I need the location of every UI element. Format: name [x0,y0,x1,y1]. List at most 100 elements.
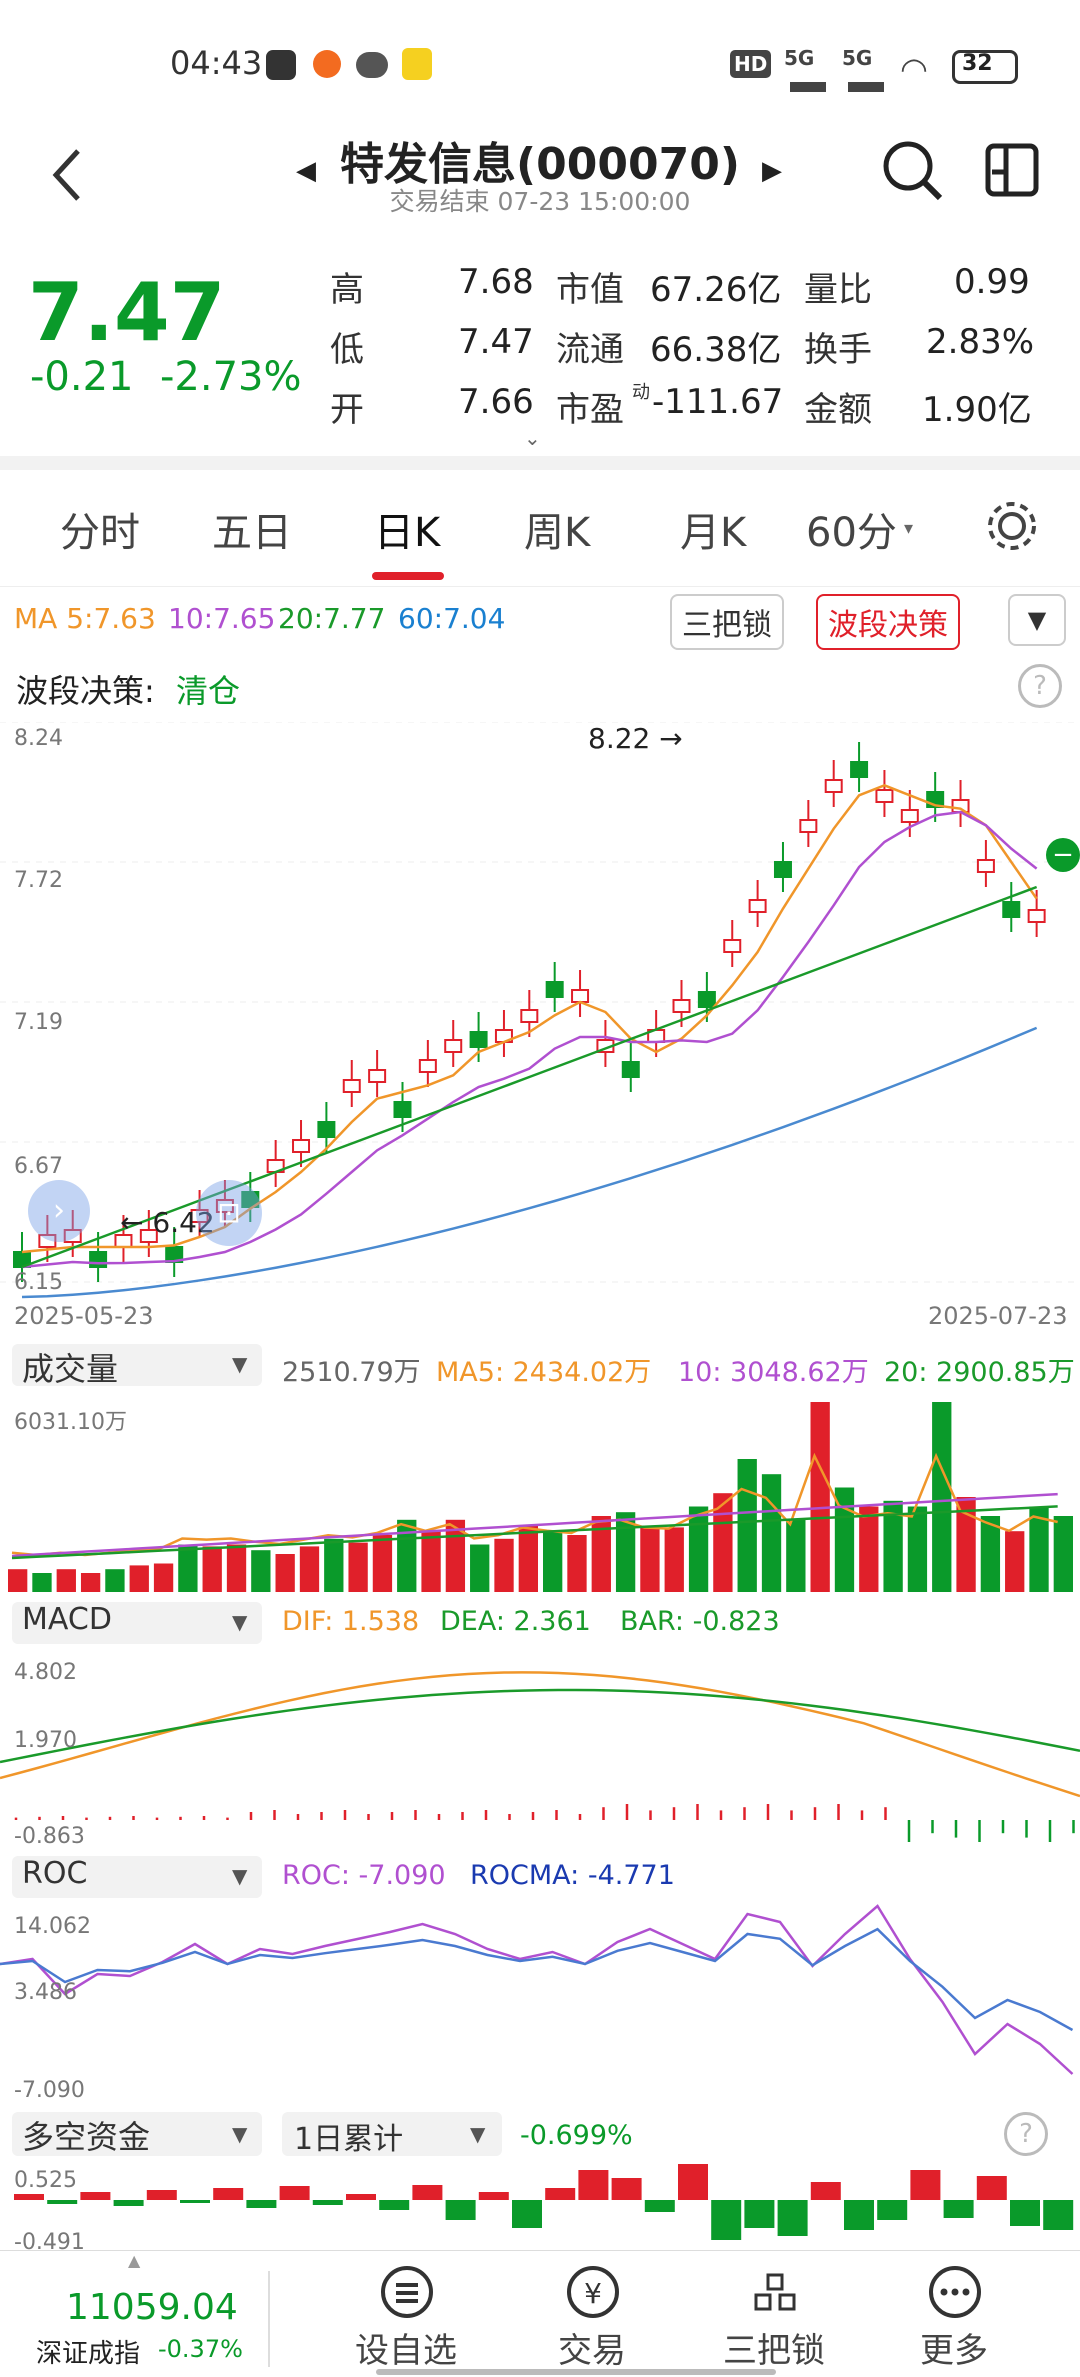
volume-bar [348,1542,368,1592]
fund-chart[interactable] [0,2164,1080,2250]
fund-header: 多空资金 ▼ 1日累计 ▼ -0.699% ? [0,2108,1080,2160]
prev-stock-icon[interactable]: ◀ [296,156,316,186]
turnover-label: 换手 [804,330,872,370]
fund-bar [810,2182,841,2200]
ma10-line [21,810,1038,1269]
roc-chart[interactable] [0,1904,1080,2104]
fund-bar [512,2200,542,2228]
tab-intraday[interactable]: 分时 [60,510,140,556]
price-change-pct: -2.73% [160,354,302,400]
volume-chart[interactable] [0,1396,1080,1596]
volume-bar [859,1506,879,1592]
candle-body [571,989,590,1003]
settings-gear-icon[interactable] [984,498,1040,554]
tab-five-day[interactable]: 五日 [212,510,292,556]
latest-price-marker-icon: − [1046,838,1080,872]
fund-bar [346,2194,376,2200]
signal-5g-label-2: 5G [842,46,873,70]
fund-selector[interactable] [12,2112,262,2156]
volume-bar [153,1563,174,1592]
expand-chevron-icon[interactable]: ⌄ [524,426,541,450]
open-value: 7.66 [458,382,534,422]
volume-bar [1053,1516,1073,1592]
next-stock-icon[interactable]: ▶ [762,156,782,186]
amount-label: 金额 [804,390,872,430]
tab-60min[interactable]: 60分 [806,510,897,556]
volume-bar [105,1569,125,1592]
macd-dif: DIF: 1.538 [282,1606,420,1637]
nav-more[interactable]: 更多 [884,2265,1024,2375]
macd-selector-caret-icon: ▼ [232,1610,248,1634]
candle-body [799,819,818,833]
stock-title: 特发信息(000070) [340,139,740,190]
fund-bar [47,2200,78,2204]
candle-body [1002,901,1021,918]
volume-bar [932,1402,952,1592]
candle-body [215,1199,234,1213]
kline-chart[interactable] [0,722,1080,1312]
fund-selector-label: 多空资金 [22,2118,151,2156]
volume-ma5: MA5: 2434.02万 [436,1357,652,1388]
kline-y-label-1: 7.72 [14,868,63,893]
candle-body [241,1191,260,1208]
candle-body [89,1251,108,1268]
ma10-label: 10:7.65 [168,602,276,635]
fund-bar [578,2170,609,2200]
search-icon[interactable] [878,136,948,206]
share-icon[interactable] [982,140,1042,200]
float-value: 66.38亿 [650,330,782,370]
index-name: 深证成指 [36,2339,141,2369]
tab-daily-k[interactable]: 日K [374,510,441,556]
volume-selector[interactable] [12,1344,262,1386]
candle-body [418,1059,437,1073]
macd-chart[interactable] [0,1650,1080,1850]
index-up-caret-icon: ▲ [128,2251,141,2270]
candle-body [469,1031,488,1048]
fund-bar [478,2192,509,2200]
fund-help-icon[interactable]: ? [1004,2112,1048,2156]
volume-bar [1005,1531,1025,1592]
nav-add-watchlist[interactable]: 设自选 [336,2265,476,2375]
list-icon [381,2266,433,2318]
fund-bar [877,2200,908,2220]
back-arrow-icon[interactable] [46,145,86,205]
fund-bar [976,2176,1007,2200]
volume-bar [980,1516,1001,1592]
nav-label-more: 更多 [920,2331,988,2371]
help-icon[interactable]: ? [1018,664,1062,708]
divider [0,456,1080,470]
tab-weekly-k[interactable]: 周K [524,510,591,556]
app-icon-yellow [402,48,432,80]
fund-bar [213,2188,244,2200]
nav-trade[interactable]: ¥ 交易 [522,2265,662,2375]
signal-icon [790,68,826,92]
nav-label-three-lock: 三把锁 [723,2331,825,2371]
fund-bar [146,2190,177,2200]
volume-selector-caret-icon: ▼ [232,1352,248,1376]
period-tabs: 分时 五日 日K 周K 月K 60分 ▾ [0,470,1080,587]
volume-bar [202,1546,222,1592]
macd-selector[interactable] [12,1602,262,1644]
roc-selector[interactable] [12,1856,262,1898]
open-label: 开 [330,390,364,430]
nav-divider [268,2271,270,2367]
volume-bar [226,1544,247,1592]
chart-left-arrow-button[interactable]: › [28,1180,90,1242]
band-decision-button[interactable]: 波段决策 [816,594,960,650]
chart-zoom-button[interactable]: ⊡ [196,1180,262,1246]
candle-body [900,809,919,823]
tab-monthly-k[interactable]: 月K [680,510,747,556]
kline-min-value: 6.42 [152,1206,215,1239]
fund-period-caret-icon: ▼ [470,2122,486,2146]
nav-three-lock[interactable]: 三把锁 [704,2265,844,2375]
three-lock-button[interactable]: 三把锁 [670,594,784,650]
index-value[interactable]: 11059.04 [66,2287,238,2328]
more-dropdown-button[interactable]: ▼ [1008,594,1066,646]
volume-bar [421,1531,441,1592]
pe-label: 市盈 [556,390,624,430]
volume-bar [445,1519,466,1592]
roc-label-top: 14.062 [14,1914,91,1939]
nav-label-trade: 交易 [558,2331,626,2371]
volume-bar [372,1535,393,1592]
fund-period-selector[interactable] [282,2112,502,2156]
